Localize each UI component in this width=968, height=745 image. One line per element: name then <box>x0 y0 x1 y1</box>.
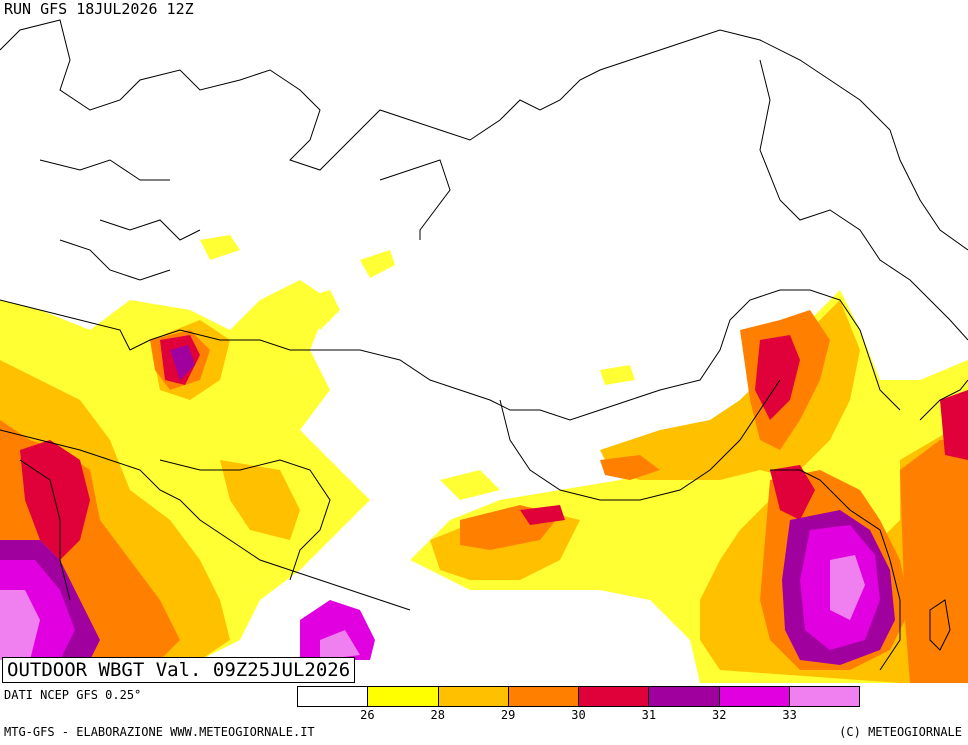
legend-tick-label: 33 <box>782 708 797 722</box>
footer-credit: MTG-GFS - ELABORAZIONE WWW.METEOGIORNALE… <box>4 725 315 739</box>
legend-swatch <box>368 687 439 706</box>
color-legend: 26 28 29 30 31 32 33 <box>297 686 861 722</box>
shading-pink <box>0 555 865 660</box>
legend-bar <box>297 686 860 707</box>
coastlines <box>0 19 968 671</box>
data-source-label: DATI NCEP GFS 0.25° <box>4 688 142 702</box>
legend-swatch <box>508 687 579 706</box>
legend-tick-label: 26 <box>360 708 375 722</box>
legend-tick-label: 28 <box>430 708 445 722</box>
legend-swatch <box>438 687 509 706</box>
legend-swatch <box>719 687 790 706</box>
legend-tick-label: 29 <box>500 708 516 722</box>
wbgt-map <box>0 19 968 683</box>
map-title: OUTDOOR WBGT Val. 09Z25JUL2026 <box>2 657 356 683</box>
legend-swatch <box>298 687 369 706</box>
legend-swatch <box>579 687 650 706</box>
footer-copyright: (C) METEOGIORNALE <box>839 725 962 739</box>
legend-tick-label: 31 <box>641 708 657 722</box>
legend-swatch <box>789 687 859 706</box>
legend-swatch <box>649 687 720 706</box>
run-label: RUN GFS 18JUL2026 12Z <box>4 0 194 18</box>
legend-tick-label: 32 <box>712 708 727 722</box>
legend-tick-label: 30 <box>571 708 586 722</box>
